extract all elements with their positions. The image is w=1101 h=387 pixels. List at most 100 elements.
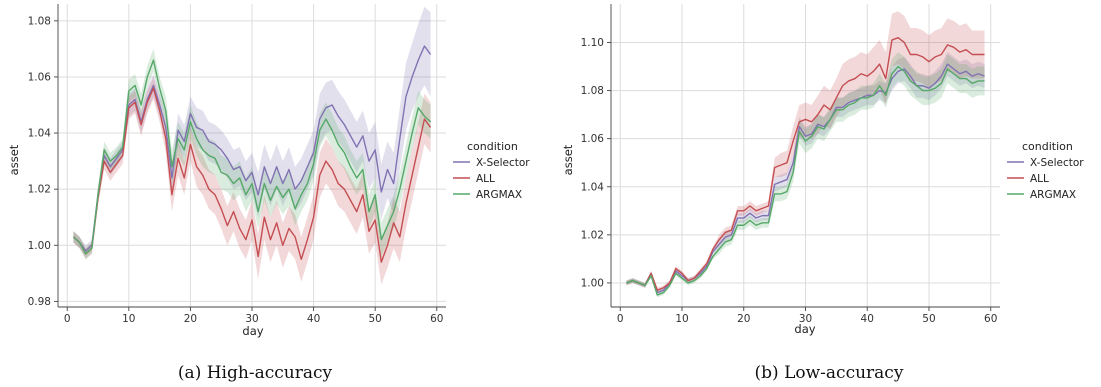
band-x-selector xyxy=(626,52,985,295)
point-argmax xyxy=(947,68,949,70)
point-argmax xyxy=(761,222,763,224)
point-argmax xyxy=(233,183,235,185)
x-tick-label: 0 xyxy=(617,313,624,325)
series-lines xyxy=(626,36,986,296)
point-all xyxy=(786,162,788,164)
point-all xyxy=(737,210,739,212)
point-all xyxy=(103,160,105,162)
point-argmax xyxy=(829,119,831,121)
point-all xyxy=(294,236,296,238)
point-all xyxy=(903,42,905,44)
point-argmax xyxy=(657,294,659,296)
point-argmax xyxy=(774,193,776,195)
point-all xyxy=(381,261,383,263)
point-x-selector xyxy=(356,146,358,148)
point-argmax xyxy=(103,149,105,151)
point-all xyxy=(959,51,961,53)
line-argmax xyxy=(626,65,985,296)
point-argmax xyxy=(792,172,794,174)
point-all xyxy=(368,230,370,232)
point-x-selector xyxy=(805,135,807,137)
point-all xyxy=(694,277,696,279)
point-all xyxy=(356,211,358,213)
point-x-selector xyxy=(731,234,733,236)
point-x-selector xyxy=(897,71,899,73)
point-argmax xyxy=(903,71,905,73)
point-x-selector xyxy=(288,169,290,171)
point-argmax xyxy=(276,186,278,188)
point-all xyxy=(805,119,807,121)
point-all xyxy=(897,37,899,39)
point-x-selector xyxy=(227,158,229,160)
point-all xyxy=(885,78,887,80)
point-all xyxy=(891,39,893,41)
point-argmax xyxy=(239,177,241,179)
point-argmax xyxy=(805,140,807,142)
point-x-selector xyxy=(866,95,868,97)
confidence-bands xyxy=(626,11,985,298)
point-argmax xyxy=(928,90,930,92)
point-x-selector xyxy=(700,273,702,275)
point-x-selector xyxy=(934,83,936,85)
point-argmax xyxy=(399,188,401,190)
point-all xyxy=(264,216,266,218)
band-all xyxy=(626,11,985,293)
point-argmax xyxy=(387,225,389,227)
legend-title: condition xyxy=(1022,140,1073,153)
point-x-selector xyxy=(387,169,389,171)
caption-a: (a) High-accuracy xyxy=(178,363,333,383)
point-argmax xyxy=(737,224,739,226)
point-all xyxy=(116,163,118,165)
point-x-selector xyxy=(183,141,185,143)
y-tick-label: 1.00 xyxy=(28,240,51,252)
point-x-selector xyxy=(928,87,930,89)
point-all xyxy=(731,229,733,231)
point-all xyxy=(153,87,155,89)
panel-low-accuracy: 0 10 20 30 40 50 60 1.00 1.02 1.04 1.06 1.08 1.10 da… xyxy=(561,4,1084,383)
point-x-selector xyxy=(817,123,819,125)
point-x-selector xyxy=(780,181,782,183)
legend-label-all: ALL xyxy=(1030,173,1049,185)
point-argmax xyxy=(165,110,167,112)
point-all xyxy=(755,210,757,212)
point-all xyxy=(953,46,955,48)
point-all xyxy=(879,63,881,65)
point-argmax xyxy=(140,104,142,106)
point-all xyxy=(399,236,401,238)
point-all xyxy=(307,239,309,241)
line-all xyxy=(72,87,432,263)
point-all xyxy=(811,121,813,123)
point-all xyxy=(663,287,665,289)
point-argmax xyxy=(91,247,93,249)
point-argmax xyxy=(941,83,943,85)
band-all xyxy=(73,76,431,285)
point-x-selector xyxy=(202,129,204,131)
point-all xyxy=(411,174,413,176)
legend: condition X-Selector ALL ARGMAX xyxy=(453,140,530,201)
point-x-selector xyxy=(251,172,253,174)
point-argmax xyxy=(971,83,973,85)
point-all xyxy=(110,172,112,174)
point-all xyxy=(424,118,426,120)
point-x-selector xyxy=(848,102,850,104)
point-argmax xyxy=(700,275,702,277)
point-argmax xyxy=(854,102,856,104)
point-x-selector xyxy=(153,85,155,87)
point-all xyxy=(984,54,986,56)
point-all xyxy=(761,208,763,210)
point-argmax xyxy=(866,97,868,99)
point-x-selector xyxy=(792,162,794,164)
x-tick-label: 30 xyxy=(245,313,258,325)
point-all xyxy=(159,110,161,112)
point-all xyxy=(916,54,918,56)
point-x-selector xyxy=(220,149,222,151)
point-argmax xyxy=(891,73,893,75)
legend-label-x-selector: X-Selector xyxy=(476,157,530,169)
point-x-selector xyxy=(313,152,315,154)
point-x-selector xyxy=(965,71,967,73)
point-argmax xyxy=(251,183,253,185)
point-all xyxy=(331,169,333,171)
point-all xyxy=(774,167,776,169)
point-x-selector xyxy=(264,166,266,168)
